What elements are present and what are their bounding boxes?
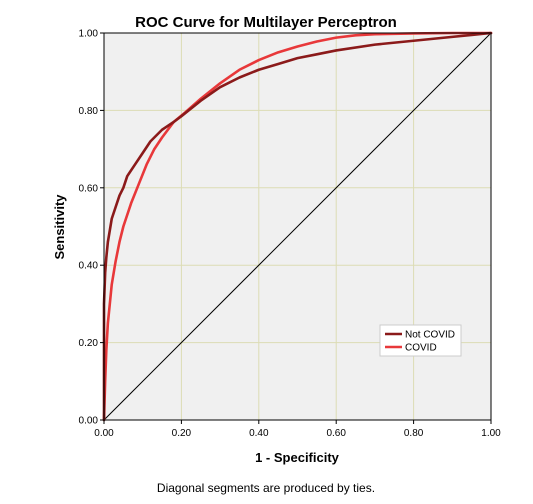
y-tick-label: 0.00 — [79, 416, 99, 427]
legend: Not COVID COVID — [379, 324, 462, 357]
y-tick-label: 0.40 — [79, 261, 99, 272]
x-tick-label: 0.20 — [172, 428, 192, 439]
x-tick-label: 0.80 — [404, 428, 424, 439]
y-axis-label: Sensitivity — [52, 194, 67, 260]
series-layer — [102, 31, 493, 422]
chart-title: ROC Curve for Multilayer Perceptron — [135, 14, 397, 31]
footnote: Diagonal segments are produced by ties. — [157, 481, 375, 495]
reference-diagonal-line — [103, 32, 492, 421]
series-line-not-covid — [102, 31, 493, 422]
plot-frame — [103, 32, 492, 421]
x-axis-label: 1 - Specificity — [255, 450, 340, 465]
x-tick-label: 0.60 — [326, 428, 346, 439]
y-tick-label: 1.00 — [79, 29, 99, 40]
y-tick-label: 0.60 — [79, 183, 99, 194]
legend-label-covid: COVID — [405, 343, 437, 354]
y-tick-label: 0.20 — [79, 338, 99, 349]
x-tick-label: 0.40 — [249, 428, 269, 439]
ticks-layer: 0.00 0.20 0.40 0.60 0.80 1.00 0.00 0.20 0.40 0.60… — [79, 29, 502, 440]
x-tick-label: 0.00 — [94, 428, 114, 439]
legend-label-not-covid: Not COVID — [405, 330, 455, 341]
x-tick-label: 1.00 — [481, 428, 501, 439]
grid-layer — [104, 33, 491, 420]
legend-box — [379, 324, 462, 357]
y-tick-label: 0.80 — [79, 106, 99, 117]
